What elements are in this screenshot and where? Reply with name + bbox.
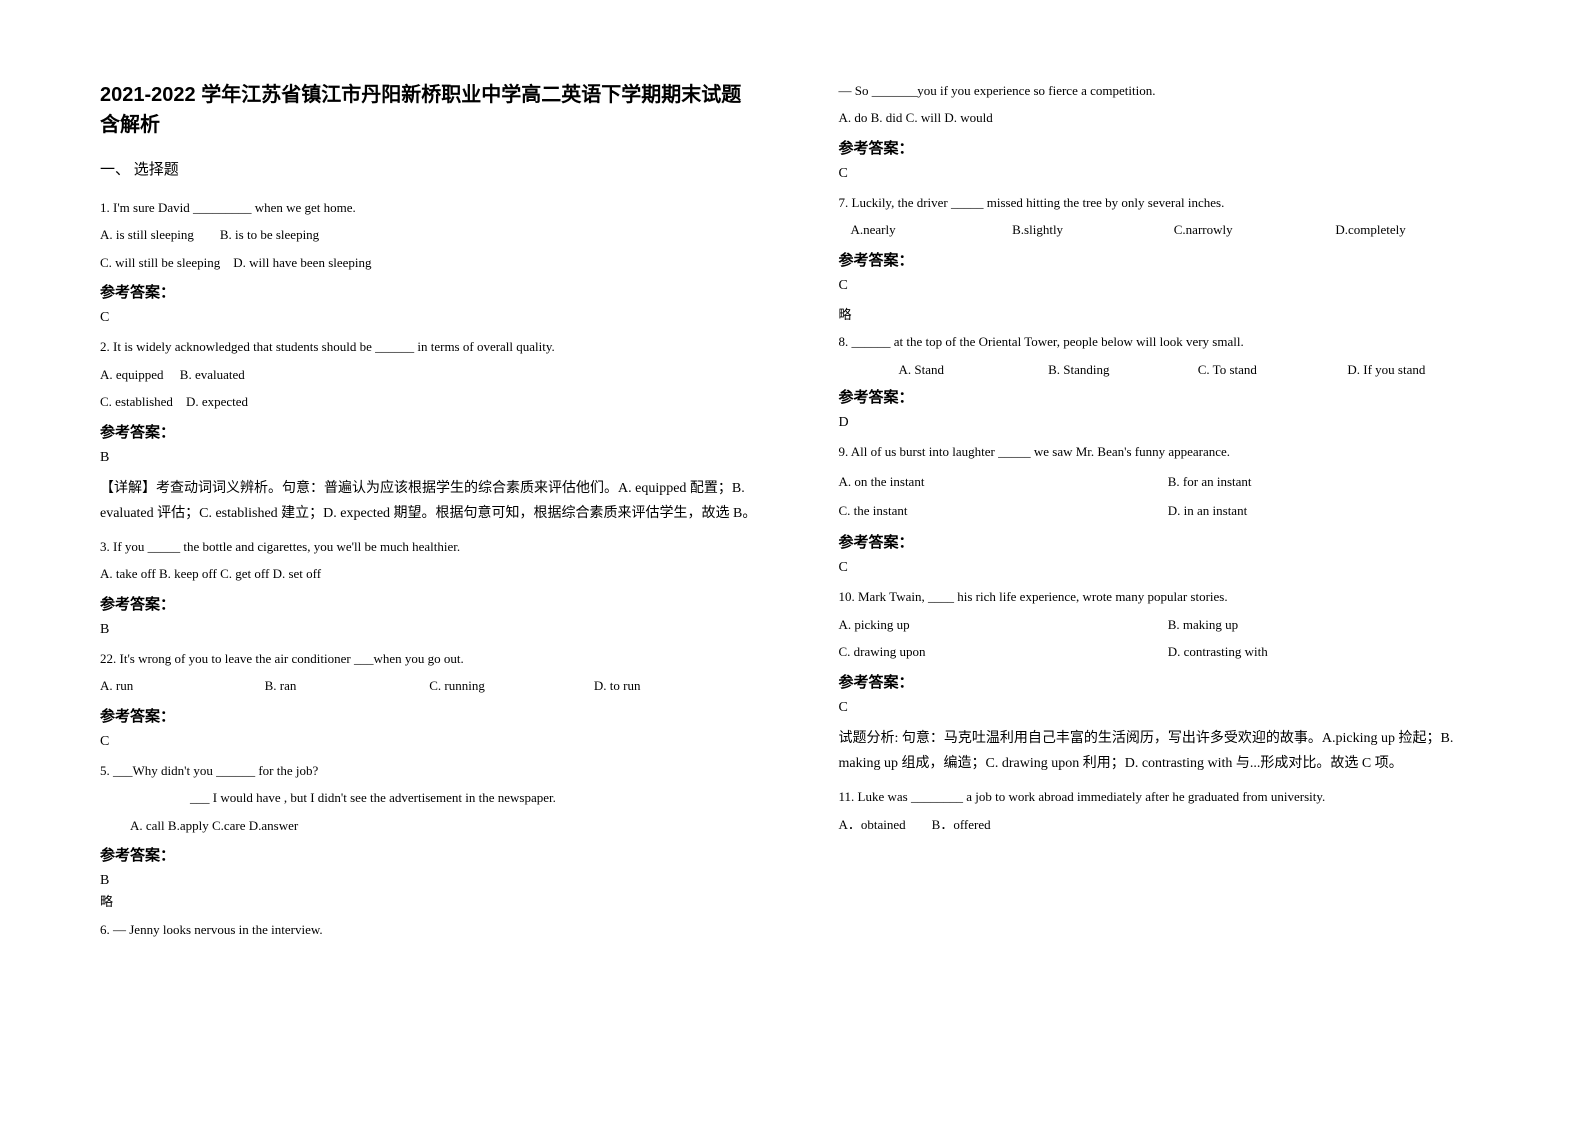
q7-optD: D.completely bbox=[1335, 219, 1497, 240]
q10-optC: C. drawing upon bbox=[839, 641, 1168, 662]
q4-optB: B. ran bbox=[265, 675, 430, 696]
q9-ans-label: 参考答案： bbox=[839, 531, 1498, 552]
q9-optA: A. on the instant bbox=[839, 471, 1168, 492]
q8-optD: D. If you stand bbox=[1347, 359, 1497, 380]
exam-title: 2021-2022 学年江苏省镇江市丹阳新桥职业中学高二英语下学期期末试题含解析 bbox=[100, 80, 759, 140]
q11-optA: A．obtained bbox=[839, 817, 906, 832]
q2-optA: A. equipped bbox=[100, 367, 164, 382]
q2-explanation: 【详解】考查动词词义辨析。句意：普遍认为应该根据学生的综合素质来评估他们。A. … bbox=[100, 476, 759, 526]
left-column: 2021-2022 学年江苏省镇江市丹阳新桥职业中学高二英语下学期期末试题含解析… bbox=[100, 80, 759, 946]
q2-opts-row1: A. equipped B. evaluated bbox=[100, 364, 759, 385]
q7-optB: B.slightly bbox=[1012, 219, 1174, 240]
q2-optC: C. established bbox=[100, 394, 173, 409]
q5-ans-label: 参考答案： bbox=[100, 844, 759, 865]
q9-answer: C bbox=[839, 560, 1498, 576]
q2-stem: 2. It is widely acknowledged that studen… bbox=[100, 336, 759, 357]
q10-answer: C bbox=[839, 700, 1498, 716]
q2-answer: B bbox=[100, 450, 759, 466]
q7-optC: C.narrowly bbox=[1174, 219, 1336, 240]
q7-ans-label: 参考答案： bbox=[839, 249, 1498, 270]
q3-stem: 3. If you _____ the bottle and cigarette… bbox=[100, 536, 759, 557]
q1-optC: C. will still be sleeping bbox=[100, 255, 220, 270]
q5-note: 略 bbox=[100, 891, 759, 912]
section-heading: 一、 选择题 bbox=[100, 158, 759, 179]
q10-optA: A. picking up bbox=[839, 614, 1168, 635]
page-container: 2021-2022 学年江苏省镇江市丹阳新桥职业中学高二英语下学期期末试题含解析… bbox=[0, 0, 1587, 986]
q3-ans-label: 参考答案： bbox=[100, 593, 759, 614]
q5-stem1: 5. ___Why didn't you ______ for the job? bbox=[100, 760, 759, 781]
q1-ans-label: 参考答案： bbox=[100, 281, 759, 302]
q7-optA: A.nearly bbox=[851, 219, 1013, 240]
q1-stem: 1. I'm sure David _________ when we get … bbox=[100, 197, 759, 218]
q6-stem1: 6. — Jenny looks nervous in the intervie… bbox=[100, 919, 759, 940]
q10-optD: D. contrasting with bbox=[1168, 641, 1497, 662]
q7-stem: 7. Luckily, the driver _____ missed hitt… bbox=[839, 192, 1498, 213]
q5-opts: A. call B.apply C.care D.answer bbox=[100, 815, 759, 836]
q9-opts-row1: A. on the instant B. for an instant bbox=[839, 471, 1498, 492]
q2-optB: B. evaluated bbox=[180, 367, 245, 382]
q2-optD: D. expected bbox=[186, 394, 248, 409]
q4-opts: A. run B. ran C. running D. to run bbox=[100, 675, 759, 696]
q6-ans-label: 参考答案： bbox=[839, 137, 1498, 158]
q1-opts-row2: C. will still be sleeping D. will have b… bbox=[100, 252, 759, 273]
q1-optA: A. is still sleeping bbox=[100, 227, 194, 242]
q8-answer: D bbox=[839, 415, 1498, 431]
q4-optC: C. running bbox=[429, 675, 594, 696]
q1-optB: B. is to be sleeping bbox=[220, 227, 319, 242]
q10-optB: B. making up bbox=[1168, 614, 1497, 635]
q6-stem2: — So _______you if you experience so fie… bbox=[839, 80, 1498, 101]
q10-stem: 10. Mark Twain, ____ his rich life exper… bbox=[839, 586, 1498, 607]
q2-ans-label: 参考答案： bbox=[100, 421, 759, 442]
q5-stem2: ___ I would have , but I didn't see the … bbox=[100, 787, 759, 808]
q8-optB: B. Standing bbox=[1048, 359, 1198, 380]
q4-stem: 22. It's wrong of you to leave the air c… bbox=[100, 648, 759, 669]
q7-answer: C bbox=[839, 278, 1498, 294]
q9-optC: C. the instant bbox=[839, 500, 1168, 521]
q11-opts: A．obtained B．offered bbox=[839, 814, 1498, 835]
q3-answer: B bbox=[100, 622, 759, 638]
q10-explanation: 试题分析: 句意：马克吐温利用自己丰富的生活阅历，写出许多受欢迎的故事。A.pi… bbox=[839, 726, 1498, 776]
q2-opts-row2: C. established D. expected bbox=[100, 391, 759, 412]
q7-note: 略 bbox=[839, 304, 1498, 325]
q4-optD: D. to run bbox=[594, 675, 759, 696]
q7-opts: A.nearly B.slightly C.narrowly D.complet… bbox=[839, 219, 1498, 240]
q11-stem: 11. Luke was ________ a job to work abro… bbox=[839, 786, 1498, 807]
q10-ans-label: 参考答案： bbox=[839, 671, 1498, 692]
q1-optD: D. will have been sleeping bbox=[233, 255, 371, 270]
q8-optC: C. To stand bbox=[1198, 359, 1348, 380]
q9-optB: B. for an instant bbox=[1168, 471, 1497, 492]
q8-ans-label: 参考答案： bbox=[839, 386, 1498, 407]
q4-answer: C bbox=[100, 734, 759, 750]
q10-opts-row2: C. drawing upon D. contrasting with bbox=[839, 641, 1498, 662]
q8-optA: A. Stand bbox=[899, 359, 1049, 380]
q4-ans-label: 参考答案： bbox=[100, 705, 759, 726]
q9-optD: D. in an instant bbox=[1168, 500, 1497, 521]
q6-answer: C bbox=[839, 166, 1498, 182]
q8-stem: 8. ______ at the top of the Oriental Tow… bbox=[839, 331, 1498, 352]
q11-optB: B．offered bbox=[932, 817, 991, 832]
q1-opts-row1: A. is still sleeping B. is to be sleepin… bbox=[100, 224, 759, 245]
q3-opts: A. take off B. keep off C. get off D. se… bbox=[100, 563, 759, 584]
q9-opts-row2: C. the instant D. in an instant bbox=[839, 500, 1498, 521]
q10-opts-row1: A. picking up B. making up bbox=[839, 614, 1498, 635]
right-column: — So _______you if you experience so fie… bbox=[839, 80, 1498, 946]
q6-opts: A. do B. did C. will D. would bbox=[839, 107, 1498, 128]
q9-stem: 9. All of us burst into laughter _____ w… bbox=[839, 441, 1498, 462]
q1-answer: C bbox=[100, 310, 759, 326]
q5-answer: B bbox=[100, 873, 759, 889]
q4-optA: A. run bbox=[100, 675, 265, 696]
q8-opts: A. Stand B. Standing C. To stand D. If y… bbox=[839, 359, 1498, 380]
